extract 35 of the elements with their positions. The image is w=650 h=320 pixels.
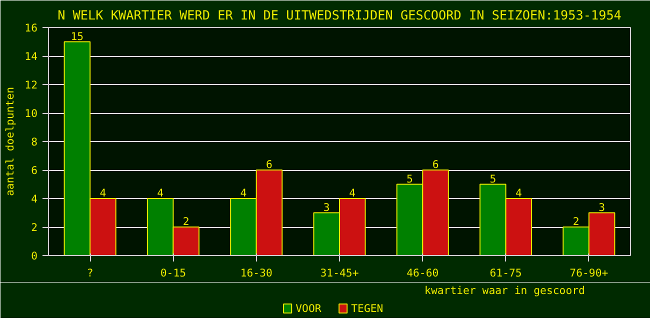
y-axis-title: aantal doelpunten: [4, 86, 17, 196]
data-label: 4: [100, 186, 106, 200]
data-label: 4: [515, 186, 522, 200]
y-tick-label: 14: [24, 50, 38, 63]
x-tick-label: 46-60: [406, 266, 439, 280]
x-tick-label: 76-90+: [570, 266, 608, 280]
y-tick-label: 16: [24, 22, 38, 34]
chart-title: N WELK KWARTIER WERD ER IN DE UITWEDSTRIJDEN GESCOORD IN SEIZOEN:1953-1954: [58, 8, 622, 22]
x-tick-label: ?: [86, 266, 94, 280]
data-label: 2: [572, 215, 580, 228]
data-label: 2: [182, 215, 190, 228]
y-tick-label: 4: [31, 192, 38, 206]
y-tick-label: 0: [31, 250, 38, 262]
legend-label: TEGEN: [351, 302, 384, 315]
data-label: 5: [406, 172, 413, 186]
x-tick-label: 0-15: [160, 266, 186, 280]
data-label: 4: [157, 186, 164, 200]
data-label: 4: [240, 186, 247, 200]
data-label: 4: [349, 186, 356, 200]
x-tick-label: 16-30: [240, 266, 272, 280]
data-label: 3: [323, 200, 330, 214]
y-tick-label: 6: [31, 164, 38, 177]
data-label: 6: [266, 158, 272, 171]
data-label: 5: [490, 172, 496, 186]
x-tick-label: 31-45+: [320, 266, 359, 280]
y-tick-label: 2: [31, 221, 38, 234]
data-label: 6: [432, 158, 439, 171]
x-tick-label: 61-75: [490, 266, 522, 280]
data-label: 3: [598, 200, 606, 214]
legend-label: VOOR: [296, 302, 322, 315]
x-axis-title: kwartier waar in gescoord: [424, 284, 585, 297]
y-tick-label: 10: [24, 107, 38, 120]
y-tick-label: 8: [31, 136, 38, 148]
data-label: 15: [70, 30, 84, 43]
y-tick-label: 12: [24, 78, 38, 92]
